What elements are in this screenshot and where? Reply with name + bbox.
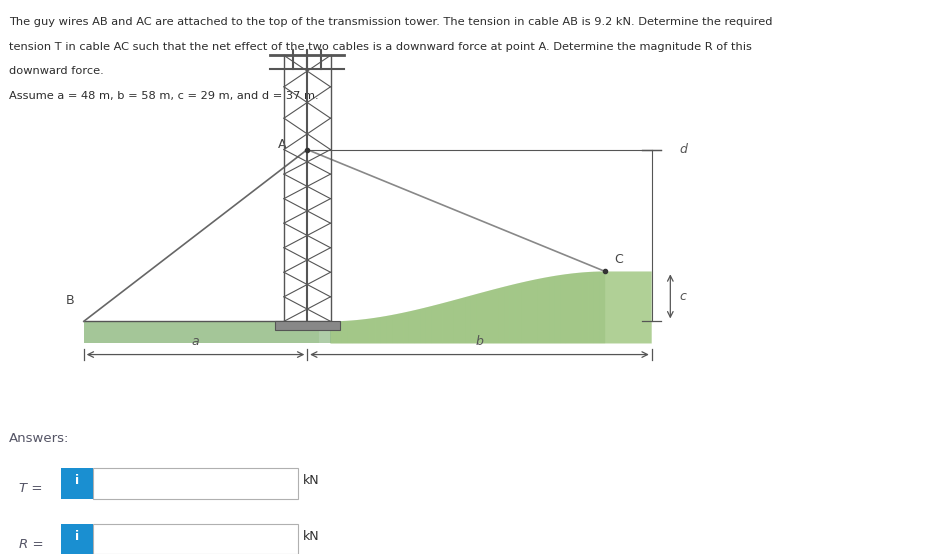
FancyBboxPatch shape (61, 524, 93, 554)
Text: d: d (680, 143, 687, 156)
Polygon shape (437, 303, 442, 343)
Polygon shape (381, 316, 386, 343)
FancyBboxPatch shape (93, 524, 298, 554)
Polygon shape (331, 321, 336, 343)
Text: i: i (74, 474, 79, 488)
Text: A: A (278, 137, 287, 151)
Text: Answers:: Answers: (9, 432, 70, 445)
Polygon shape (549, 276, 555, 343)
Polygon shape (560, 274, 566, 343)
Polygon shape (353, 320, 358, 343)
Polygon shape (505, 285, 510, 343)
Text: i: i (74, 530, 79, 543)
Polygon shape (342, 321, 347, 343)
Polygon shape (364, 319, 370, 343)
Polygon shape (488, 290, 493, 343)
Polygon shape (477, 293, 482, 343)
Polygon shape (527, 280, 533, 343)
Text: b: b (476, 335, 483, 348)
Polygon shape (594, 271, 600, 343)
Polygon shape (521, 281, 527, 343)
Polygon shape (409, 310, 414, 343)
Text: B: B (66, 295, 74, 307)
Polygon shape (538, 278, 544, 343)
Polygon shape (431, 305, 437, 343)
Polygon shape (403, 311, 409, 343)
Polygon shape (425, 306, 431, 343)
Polygon shape (336, 321, 342, 343)
Polygon shape (459, 297, 465, 343)
Polygon shape (544, 277, 549, 343)
Text: kN: kN (303, 530, 319, 543)
Text: Assume a = 48 m, b = 58 m, c = 29 m, and d = 37 m.: Assume a = 48 m, b = 58 m, c = 29 m, and… (9, 91, 319, 101)
Text: c: c (680, 290, 686, 303)
Polygon shape (583, 272, 588, 343)
Text: C: C (614, 253, 623, 266)
Polygon shape (499, 287, 505, 343)
Polygon shape (370, 318, 375, 343)
Polygon shape (347, 320, 353, 343)
Polygon shape (510, 284, 516, 343)
Polygon shape (600, 271, 605, 343)
Text: tension T in cable AC such that the net effect of the two cables is a downward f: tension T in cable AC such that the net … (9, 42, 752, 52)
Polygon shape (358, 319, 364, 343)
Polygon shape (493, 288, 499, 343)
Text: R =: R = (19, 537, 43, 551)
Polygon shape (414, 309, 420, 343)
Polygon shape (448, 300, 453, 343)
Polygon shape (386, 315, 392, 343)
Polygon shape (398, 312, 403, 343)
Polygon shape (392, 314, 398, 343)
Polygon shape (533, 279, 538, 343)
Polygon shape (84, 321, 331, 343)
Polygon shape (442, 302, 448, 343)
Polygon shape (84, 321, 318, 343)
Polygon shape (516, 283, 521, 343)
Polygon shape (453, 299, 459, 343)
Polygon shape (331, 271, 652, 343)
FancyBboxPatch shape (61, 468, 93, 499)
Polygon shape (566, 274, 572, 343)
Bar (275, 321, 340, 330)
Polygon shape (577, 273, 583, 343)
Polygon shape (482, 291, 488, 343)
FancyBboxPatch shape (93, 468, 298, 499)
Text: downward force.: downward force. (9, 66, 104, 76)
Polygon shape (572, 273, 577, 343)
Polygon shape (588, 271, 594, 343)
Text: The guy wires AB and AC are attached to the top of the transmission tower. The t: The guy wires AB and AC are attached to … (9, 17, 773, 27)
Polygon shape (420, 307, 425, 343)
Text: kN: kN (303, 474, 319, 488)
Polygon shape (471, 294, 477, 343)
Text: T =: T = (19, 482, 42, 495)
Polygon shape (375, 317, 381, 343)
Text: a: a (192, 335, 199, 348)
Polygon shape (465, 296, 471, 343)
Polygon shape (555, 275, 560, 343)
